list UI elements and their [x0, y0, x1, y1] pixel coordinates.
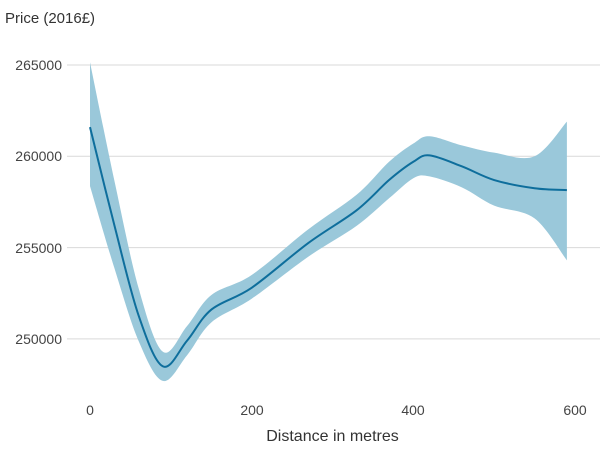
y-tick-250000: 250000 [15, 331, 62, 347]
x-axis-title: Distance in metres [266, 428, 399, 445]
gridlines [67, 64, 600, 340]
x-tick-400: 400 [401, 402, 425, 418]
x-tick-600: 600 [563, 402, 587, 418]
y-tick-260000: 260000 [15, 148, 62, 164]
x-tick-200: 200 [240, 402, 264, 418]
confidence-ribbon [90, 62, 567, 382]
y-axis-title: Price (2016£) [5, 10, 96, 27]
fitted-line [89, 126, 567, 368]
y-tick-255000: 255000 [15, 240, 62, 256]
plot-area [67, 62, 600, 382]
y-tick-265000: 265000 [15, 57, 62, 73]
x-tick-0: 0 [86, 402, 94, 418]
